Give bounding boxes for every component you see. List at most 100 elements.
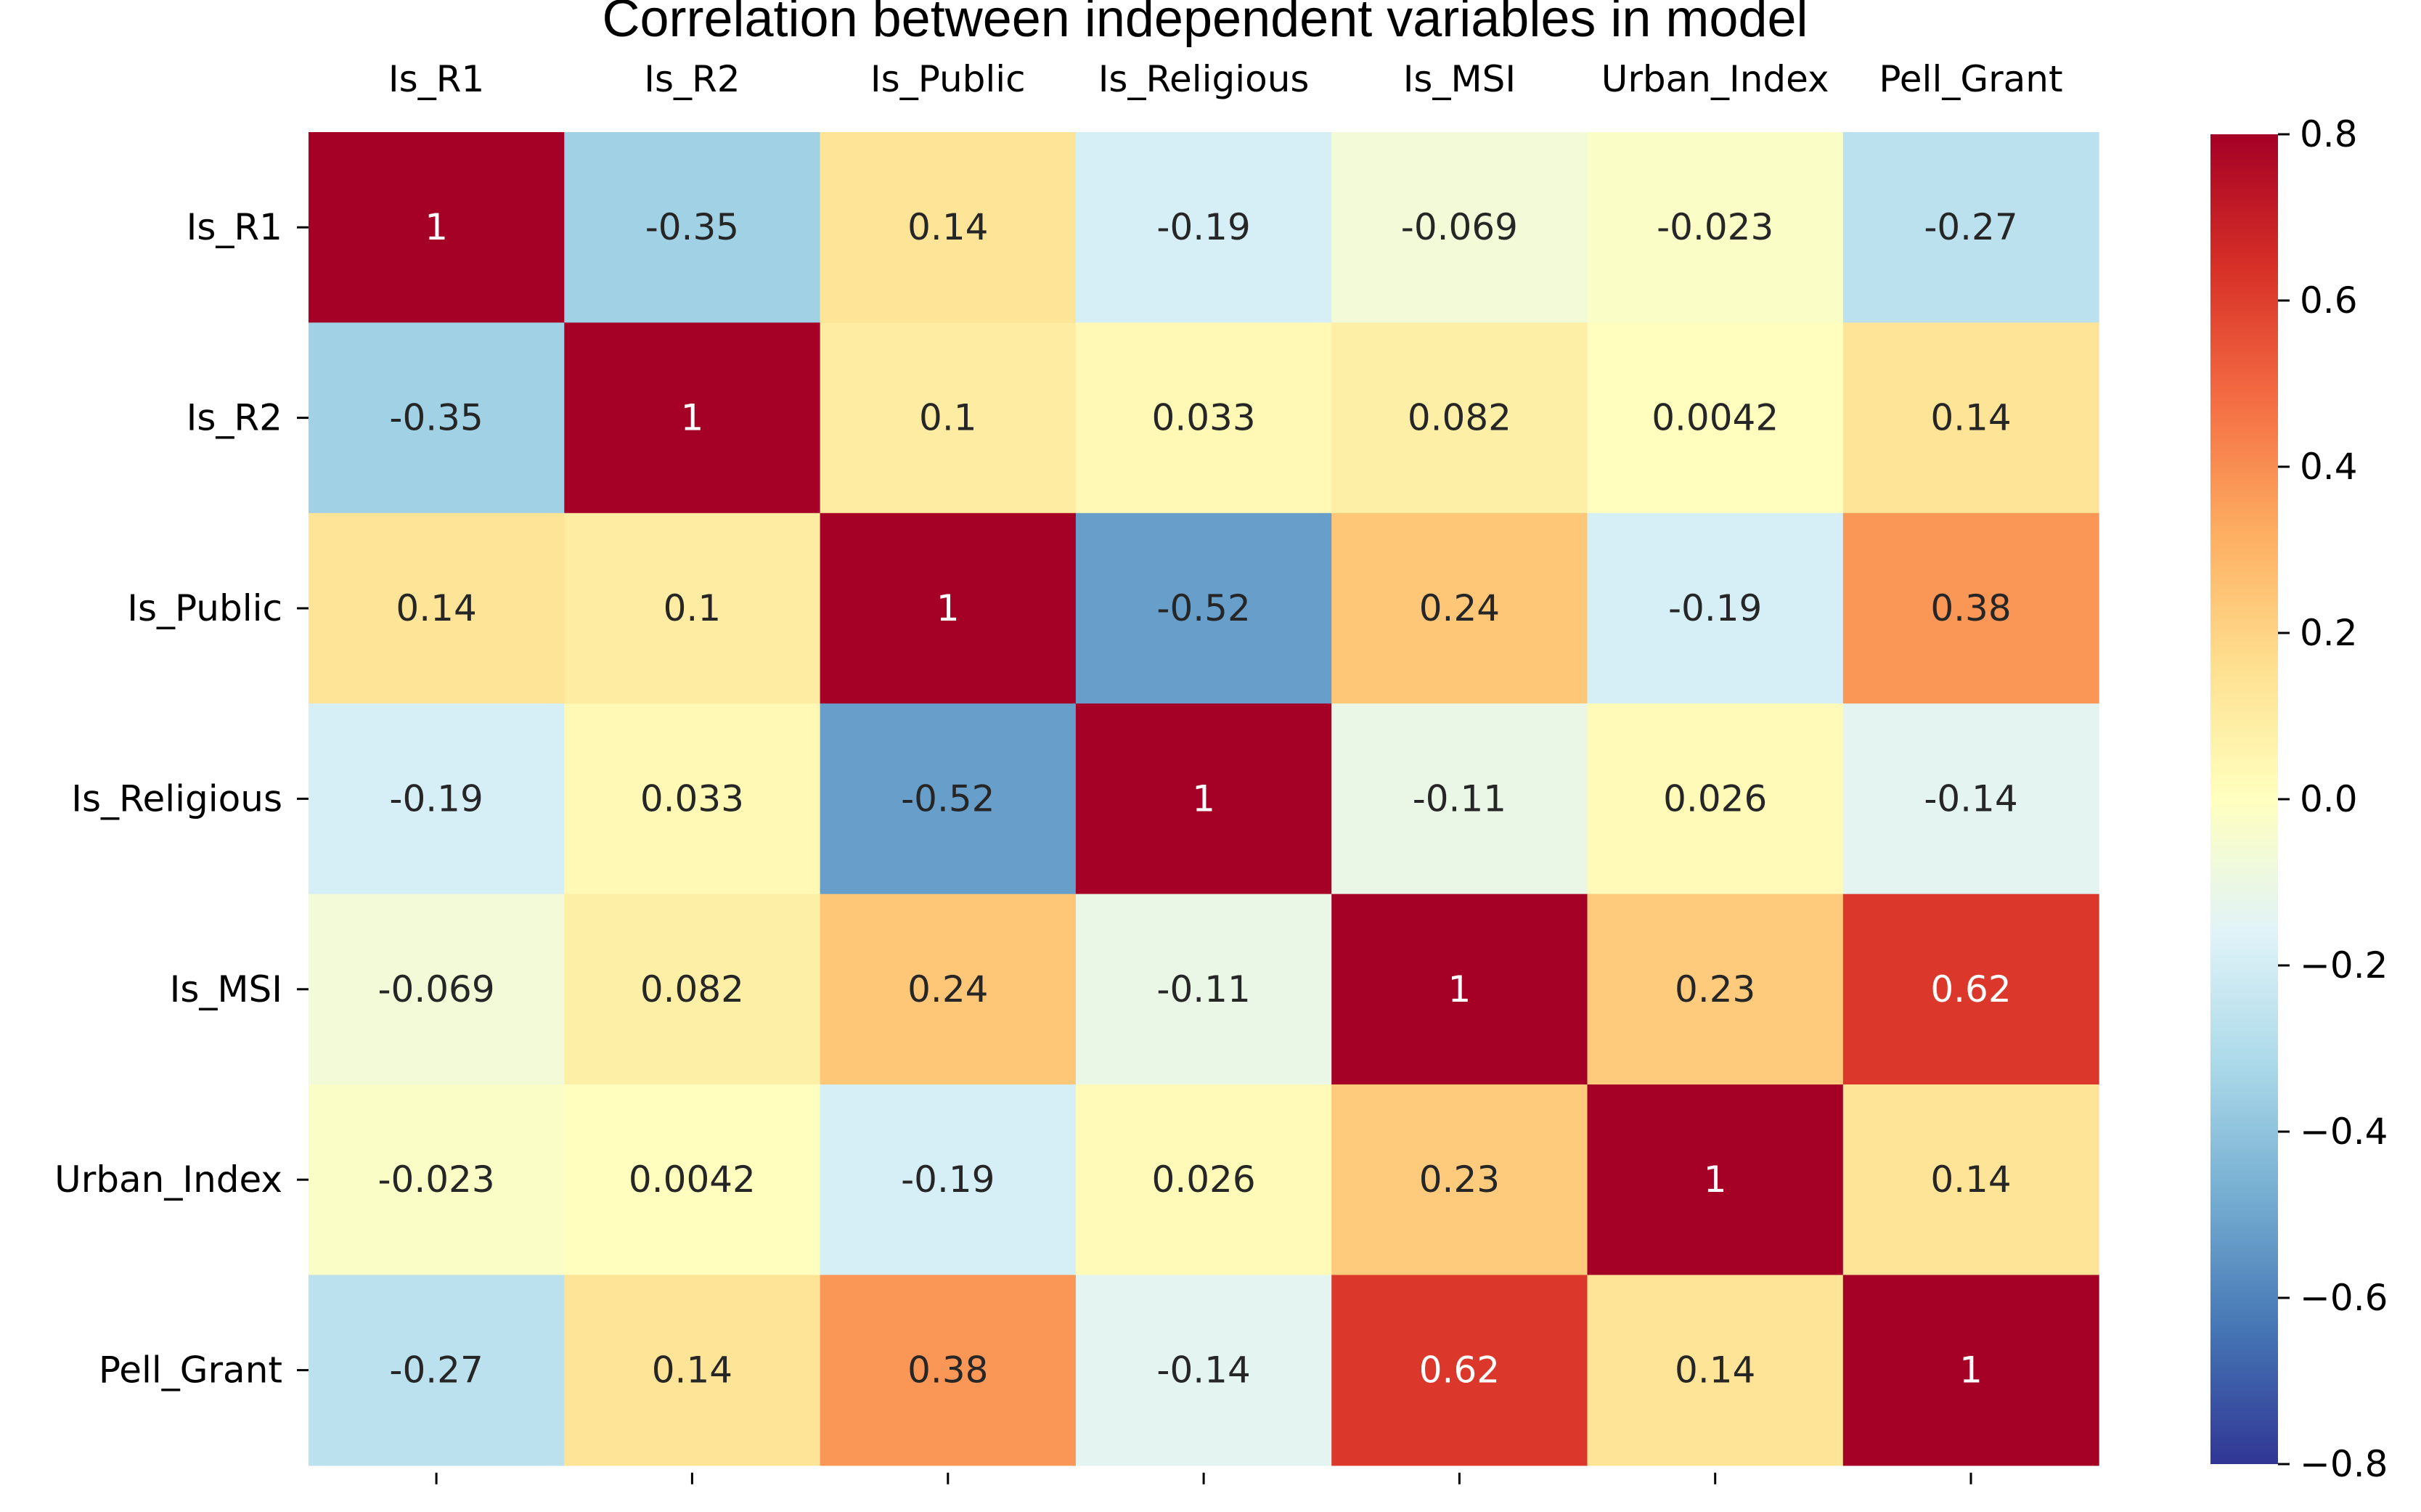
colorbar-tick-label: −0.6 — [2300, 1277, 2388, 1319]
colorbar: 0.8 0.6 0.4 0.2 0.0 −0.2 −0.4 −0.6 −0.8 — [2210, 113, 2388, 1485]
cell-annotation: 0.082 — [640, 968, 744, 1010]
heatmap-cell — [309, 703, 565, 895]
heatmap-cell — [1587, 322, 1844, 514]
heatmap-cell — [1331, 322, 1588, 514]
cell-annotation: -0.27 — [1924, 206, 2017, 248]
cell-annotation: 0.38 — [907, 1349, 988, 1392]
heatmap-cell — [309, 132, 565, 323]
heatmap-cell — [820, 132, 1077, 323]
cell-annotation: -0.35 — [645, 206, 739, 248]
heatmap-annotations: 1 -0.35 0.14 -0.19 -0.069 -0.023 -0.27 -0.35 1 0.… — [378, 206, 2018, 1391]
heatmap-cell — [820, 1275, 1077, 1466]
cell-annotation: 0.0042 — [1652, 397, 1779, 439]
heatmap-cell — [309, 1275, 565, 1466]
cell-annotation: -0.27 — [389, 1349, 483, 1392]
heatmap-cell — [1331, 894, 1588, 1085]
cell-annotation: 0.082 — [1408, 397, 1511, 439]
colorbar-tick-label: −0.4 — [2300, 1111, 2388, 1153]
heatmap-cell — [1587, 703, 1844, 895]
colorbar-tick-label: 0.4 — [2300, 446, 2358, 488]
cell-annotation: 0.026 — [1152, 1158, 1256, 1201]
cell-annotation: -0.19 — [1156, 206, 1250, 248]
cell-annotation: 0.14 — [907, 206, 988, 248]
heatmap-cell — [1075, 703, 1332, 895]
row-label: Is_MSI — [170, 968, 282, 1010]
cell-annotation: 0.0042 — [629, 1158, 756, 1201]
heatmap-cell — [1331, 132, 1588, 323]
column-label: Is_Public — [870, 58, 1026, 100]
column-labels: Is_R1 Is_R2 Is_Public Is_Religious Is_MSI Urb… — [388, 58, 2063, 100]
heatmap-cell — [1075, 1275, 1332, 1466]
heatmap-cell — [1842, 703, 2099, 895]
heatmap-cell — [820, 512, 1077, 704]
row-labels: Is_R1 Is_R2 Is_Public Is_Religious Is_MSI Urb… — [54, 206, 309, 1392]
cell-annotation: 1 — [936, 587, 960, 629]
heatmap-cell — [820, 1084, 1077, 1275]
bottom-tick-marks — [435, 1472, 1972, 1484]
heatmap-cell — [564, 1084, 821, 1275]
heatmap-cell — [1587, 1275, 1844, 1466]
heatmap-cell — [1331, 512, 1588, 704]
heatmap-cell — [1842, 894, 2099, 1085]
colorbar-gradient — [2210, 134, 2278, 1464]
row-label: Is_Religious — [71, 777, 282, 820]
heatmap-cells — [309, 132, 2099, 1466]
cell-annotation: 0.14 — [396, 587, 476, 629]
cell-annotation: -0.11 — [1156, 968, 1250, 1010]
cell-annotation: 0.1 — [919, 397, 977, 439]
cell-annotation: 0.14 — [652, 1349, 732, 1392]
cell-annotation: -0.19 — [1668, 587, 1762, 629]
colorbar-tick-label: −0.8 — [2300, 1443, 2388, 1485]
column-label: Pell_Grant — [1879, 58, 2062, 100]
cell-annotation: 0.62 — [1419, 1349, 1500, 1392]
cell-annotation: 1 — [1192, 777, 1215, 820]
row-label: Is_Public — [127, 587, 282, 629]
heatmap-cell — [1331, 1275, 1588, 1466]
heatmap-cell — [1075, 512, 1332, 704]
cell-annotation: 1 — [680, 397, 703, 439]
row-label: Pell_Grant — [99, 1349, 282, 1392]
heatmap-cell — [1842, 1275, 2099, 1466]
heatmap-cell — [1075, 894, 1332, 1085]
heatmap-cell — [820, 703, 1077, 895]
cell-annotation: 0.24 — [907, 968, 988, 1010]
cell-annotation: -0.14 — [1156, 1349, 1250, 1392]
column-label: Is_MSI — [1403, 58, 1516, 100]
cell-annotation: -0.52 — [1156, 587, 1250, 629]
heatmap-cell — [820, 894, 1077, 1085]
row-label: Is_R1 — [187, 206, 282, 248]
cell-annotation: 0.23 — [1675, 968, 1755, 1010]
cell-annotation: -0.14 — [1924, 777, 2017, 820]
cell-annotation: 0.14 — [1675, 1349, 1755, 1392]
cell-annotation: 0.38 — [1930, 587, 2011, 629]
heatmap-cell — [1075, 132, 1332, 323]
cell-annotation: -0.19 — [389, 777, 483, 820]
column-label: Is_R2 — [644, 58, 740, 100]
column-label: Urban_Index — [1601, 58, 1829, 100]
cell-annotation: 0.026 — [1663, 777, 1767, 820]
heatmap-cell — [1842, 132, 2099, 323]
heatmap-cell — [309, 322, 565, 514]
cell-annotation: 0.62 — [1930, 968, 2011, 1010]
cell-annotation: 0.24 — [1419, 587, 1500, 629]
cell-annotation: 1 — [425, 206, 448, 248]
cell-annotation: 0.14 — [1930, 397, 2011, 439]
heatmap-cell — [1587, 894, 1844, 1085]
cell-annotation: -0.023 — [378, 1158, 495, 1201]
cell-annotation: 0.033 — [640, 777, 744, 820]
cell-annotation: 0.1 — [664, 587, 722, 629]
colorbar-tick-label: 0.8 — [2300, 113, 2358, 155]
heatmap-cell — [820, 322, 1077, 514]
heatmap-cell — [1331, 1084, 1588, 1275]
heatmap-cell — [1075, 322, 1332, 514]
cell-annotation: 1 — [1704, 1158, 1727, 1201]
cell-annotation: 1 — [1959, 1349, 1983, 1392]
heatmap-cell — [564, 512, 821, 704]
row-label: Urban_Index — [54, 1158, 282, 1201]
heatmap-cell — [1587, 132, 1844, 323]
heatmap-cell — [1842, 322, 2099, 514]
heatmap-cell — [1842, 512, 2099, 704]
heatmap-cell — [1842, 1084, 2099, 1275]
heatmap-cell — [564, 703, 821, 895]
